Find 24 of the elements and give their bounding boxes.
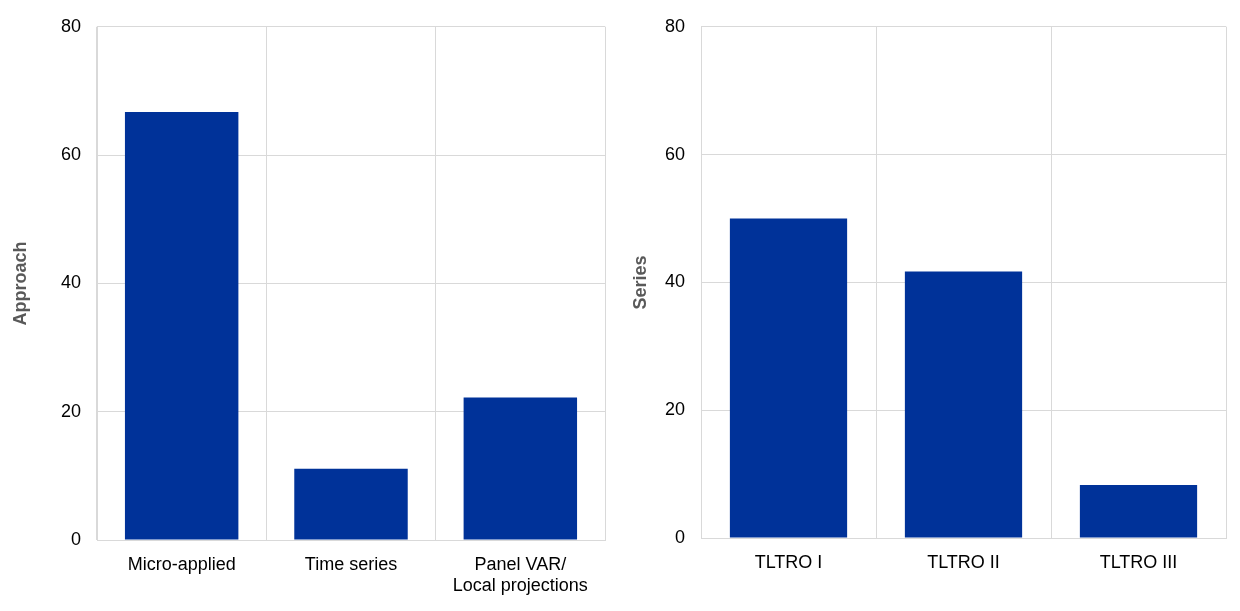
x-tick-label: Micro-applied xyxy=(127,553,236,574)
y-tick-label: 80 xyxy=(60,15,81,36)
x-tick-label: Panel VAR/ Local projections xyxy=(452,553,588,596)
x-tick-label: TLTRO I xyxy=(754,551,823,572)
y-tick-label: 80 xyxy=(664,15,685,36)
x-tick-label: TLTRO III xyxy=(1099,551,1178,572)
bar xyxy=(463,397,578,540)
y-tick-label: 40 xyxy=(664,271,685,292)
bar xyxy=(904,271,1023,538)
x-tick-label: TLTRO II xyxy=(927,551,1000,572)
y-tick-label: 20 xyxy=(60,400,81,421)
y-tick-label: 60 xyxy=(60,144,81,165)
bar xyxy=(294,468,408,540)
y-tick-label: 0 xyxy=(674,526,685,547)
y-tick-label: 0 xyxy=(70,528,81,549)
bar xyxy=(124,112,239,540)
bar xyxy=(1079,484,1198,538)
y-tick-label: 40 xyxy=(60,272,81,293)
y-axis-title: Series xyxy=(629,255,650,310)
y-tick-label: 60 xyxy=(664,143,685,164)
y-axis-title: Approach xyxy=(9,241,30,326)
y-tick-label: 20 xyxy=(664,399,685,420)
bar xyxy=(729,218,848,538)
x-tick-label: Time series xyxy=(304,553,398,574)
